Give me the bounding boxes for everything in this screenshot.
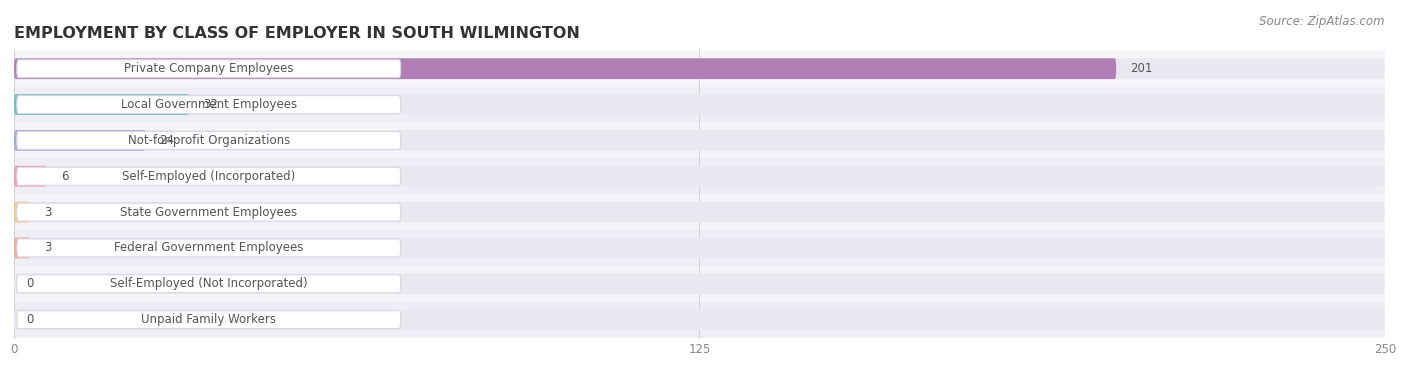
- FancyBboxPatch shape: [17, 239, 401, 257]
- FancyBboxPatch shape: [14, 94, 190, 115]
- Text: Federal Government Employees: Federal Government Employees: [114, 241, 304, 254]
- FancyBboxPatch shape: [14, 94, 1385, 115]
- Text: 3: 3: [44, 205, 52, 219]
- FancyBboxPatch shape: [17, 311, 401, 328]
- FancyBboxPatch shape: [17, 60, 401, 78]
- Text: Local Government Employees: Local Government Employees: [121, 98, 297, 111]
- Text: 6: 6: [60, 170, 67, 183]
- FancyBboxPatch shape: [14, 58, 1385, 79]
- Bar: [14, 302, 1385, 337]
- FancyBboxPatch shape: [14, 202, 1385, 222]
- FancyBboxPatch shape: [14, 166, 46, 187]
- Text: 3: 3: [44, 241, 52, 254]
- FancyBboxPatch shape: [17, 96, 401, 113]
- FancyBboxPatch shape: [14, 238, 31, 258]
- Text: 201: 201: [1130, 62, 1153, 75]
- Text: 0: 0: [27, 277, 34, 290]
- Text: EMPLOYMENT BY CLASS OF EMPLOYER IN SOUTH WILMINGTON: EMPLOYMENT BY CLASS OF EMPLOYER IN SOUTH…: [14, 26, 579, 41]
- Text: Private Company Employees: Private Company Employees: [124, 62, 294, 75]
- Text: Source: ZipAtlas.com: Source: ZipAtlas.com: [1260, 15, 1385, 28]
- FancyBboxPatch shape: [17, 132, 401, 149]
- FancyBboxPatch shape: [14, 130, 146, 151]
- Text: 32: 32: [204, 98, 218, 111]
- FancyBboxPatch shape: [17, 203, 401, 221]
- Text: Not-for-profit Organizations: Not-for-profit Organizations: [128, 134, 290, 147]
- Text: 24: 24: [159, 134, 174, 147]
- FancyBboxPatch shape: [17, 167, 401, 185]
- Bar: [14, 194, 1385, 230]
- Bar: [14, 123, 1385, 158]
- Bar: [14, 230, 1385, 266]
- Text: Self-Employed (Not Incorporated): Self-Employed (Not Incorporated): [110, 277, 308, 290]
- FancyBboxPatch shape: [14, 238, 1385, 258]
- FancyBboxPatch shape: [14, 309, 1385, 330]
- Text: 0: 0: [27, 313, 34, 326]
- FancyBboxPatch shape: [14, 273, 1385, 294]
- Text: State Government Employees: State Government Employees: [120, 205, 297, 219]
- FancyBboxPatch shape: [17, 275, 401, 293]
- Bar: [14, 51, 1385, 87]
- Text: Self-Employed (Incorporated): Self-Employed (Incorporated): [122, 170, 295, 183]
- Text: Unpaid Family Workers: Unpaid Family Workers: [141, 313, 276, 326]
- FancyBboxPatch shape: [14, 202, 31, 222]
- Bar: [14, 266, 1385, 302]
- Bar: [14, 158, 1385, 194]
- FancyBboxPatch shape: [14, 130, 1385, 151]
- Bar: [14, 87, 1385, 123]
- FancyBboxPatch shape: [14, 58, 1116, 79]
- FancyBboxPatch shape: [14, 166, 1385, 187]
